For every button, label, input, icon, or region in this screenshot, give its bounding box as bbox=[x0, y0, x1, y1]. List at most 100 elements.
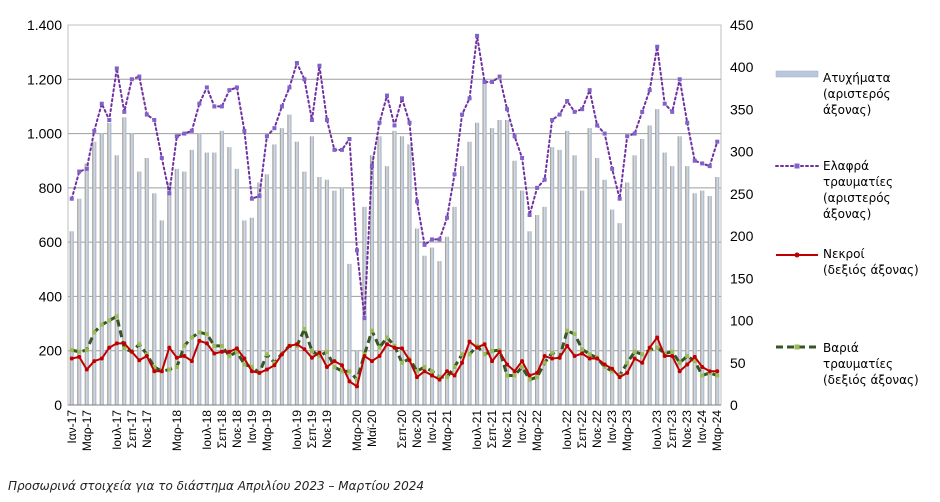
point-serious-injuries bbox=[234, 349, 239, 354]
point-light-injuries bbox=[520, 156, 525, 160]
x-tick-label: Μαρ-21 bbox=[440, 410, 454, 451]
point-serious-injuries bbox=[219, 343, 224, 348]
point-serious-injuries bbox=[354, 377, 359, 382]
legend-item-light-injuries: Ελαφρά τραυματίες (αριστερός άξονας) bbox=[823, 158, 893, 222]
bar-accidents bbox=[459, 166, 465, 405]
point-deaths bbox=[572, 354, 577, 359]
point-light-injuries bbox=[400, 96, 405, 101]
x-tick-label: Νοε-23 bbox=[680, 410, 694, 448]
legend-label-light-injuries: Ελαφρά τραυματίες (αριστερός άξονας) bbox=[823, 159, 894, 221]
point-serious-injuries bbox=[490, 348, 495, 353]
point-deaths bbox=[302, 347, 307, 352]
point-deaths bbox=[354, 384, 359, 389]
point-serious-injuries bbox=[467, 352, 472, 357]
footnote: Προσωρινά στοιχεία για το διάστημα Απριλ… bbox=[8, 479, 425, 493]
x-tick-label: Ιαν-24 bbox=[695, 410, 709, 444]
point-light-injuries bbox=[339, 147, 344, 152]
point-light-injuries bbox=[294, 61, 299, 65]
bar-accidents bbox=[407, 144, 412, 405]
point-deaths bbox=[535, 370, 540, 375]
point-deaths bbox=[324, 365, 329, 369]
point-light-injuries bbox=[580, 107, 585, 112]
point-serious-injuries bbox=[137, 342, 142, 347]
point-serious-injuries bbox=[542, 360, 547, 365]
point-light-injuries bbox=[655, 44, 660, 49]
bar-accidents bbox=[565, 130, 570, 405]
point-deaths bbox=[677, 369, 682, 374]
point-deaths bbox=[662, 354, 667, 359]
point-light-injuries bbox=[437, 237, 442, 242]
legend-item-deaths: Νεκροί (δεξιός άξονας) bbox=[823, 246, 919, 278]
point-light-injuries bbox=[129, 77, 134, 82]
point-serious-injuries bbox=[677, 360, 682, 365]
point-deaths bbox=[309, 355, 314, 360]
point-light-injuries bbox=[460, 112, 465, 117]
point-light-injuries bbox=[452, 172, 457, 177]
legend-symbols bbox=[775, 70, 819, 350]
x-tick-label: Ιαν-23 bbox=[605, 410, 619, 444]
point-deaths bbox=[129, 349, 134, 354]
point-serious-injuries bbox=[242, 362, 247, 367]
bar-accidents bbox=[482, 79, 487, 406]
x-tick-label: Ιουλ-18 bbox=[200, 410, 214, 450]
bar-accidents bbox=[505, 120, 510, 405]
bar-accidents bbox=[107, 122, 112, 405]
bar-accidents bbox=[77, 198, 82, 405]
bar-accidents bbox=[114, 155, 119, 405]
x-tick-label: Ιουλ-17 bbox=[110, 410, 124, 450]
bar-accidents bbox=[662, 152, 667, 405]
x-tick-label: Σεπ-23 bbox=[665, 410, 679, 449]
x-tick-label: Ιουλ-23 bbox=[650, 410, 664, 450]
point-serious-injuries bbox=[302, 327, 307, 331]
point-deaths bbox=[219, 349, 224, 354]
point-deaths bbox=[182, 354, 187, 359]
point-deaths bbox=[715, 369, 720, 374]
point-light-injuries bbox=[572, 109, 577, 114]
bar-accidents bbox=[535, 215, 540, 405]
point-serious-injuries bbox=[197, 330, 202, 335]
point-light-injuries bbox=[595, 123, 600, 128]
point-light-injuries bbox=[497, 74, 502, 79]
point-deaths bbox=[122, 341, 127, 346]
point-serious-injuries bbox=[535, 375, 540, 380]
point-deaths bbox=[505, 362, 510, 367]
point-light-injuries bbox=[707, 164, 712, 169]
point-serious-injuries bbox=[452, 365, 457, 369]
x-tick-label: Ιουλ-22 bbox=[560, 410, 574, 450]
point-deaths bbox=[610, 366, 615, 371]
point-deaths bbox=[294, 342, 299, 347]
point-deaths bbox=[242, 356, 247, 361]
bar-accidents bbox=[287, 114, 292, 406]
point-serious-injuries bbox=[565, 328, 570, 333]
bar-accidents bbox=[602, 179, 607, 405]
bar-accidents bbox=[182, 171, 187, 405]
x-tick-label: Νοε-22 bbox=[590, 410, 604, 448]
point-light-injuries bbox=[700, 161, 705, 166]
bar-accidents bbox=[317, 177, 322, 405]
x-tick-label: Ιαν-19 bbox=[245, 410, 259, 444]
bar-accidents bbox=[227, 147, 232, 405]
bars-accidents bbox=[69, 79, 720, 406]
point-light-injuries bbox=[565, 99, 570, 103]
point-serious-injuries bbox=[482, 352, 487, 357]
bar-accidents bbox=[197, 133, 202, 406]
bar-accidents bbox=[339, 187, 345, 405]
bar-accidents bbox=[219, 130, 224, 405]
point-deaths bbox=[475, 345, 480, 350]
point-light-injuries bbox=[114, 66, 119, 71]
point-light-injuries bbox=[715, 139, 720, 144]
point-light-injuries bbox=[219, 104, 224, 109]
point-serious-injuries bbox=[692, 359, 697, 364]
point-deaths bbox=[84, 367, 89, 372]
point-deaths bbox=[617, 375, 622, 380]
point-serious-injuries bbox=[437, 375, 442, 380]
bar-accidents bbox=[279, 128, 284, 405]
bar-accidents bbox=[542, 206, 547, 405]
bar-accidents bbox=[392, 130, 397, 405]
point-deaths bbox=[167, 345, 172, 350]
point-light-injuries bbox=[445, 215, 450, 220]
point-deaths bbox=[152, 369, 157, 374]
point-serious-injuries bbox=[512, 373, 517, 378]
bar-accidents bbox=[234, 168, 239, 405]
point-light-injuries bbox=[354, 248, 359, 253]
